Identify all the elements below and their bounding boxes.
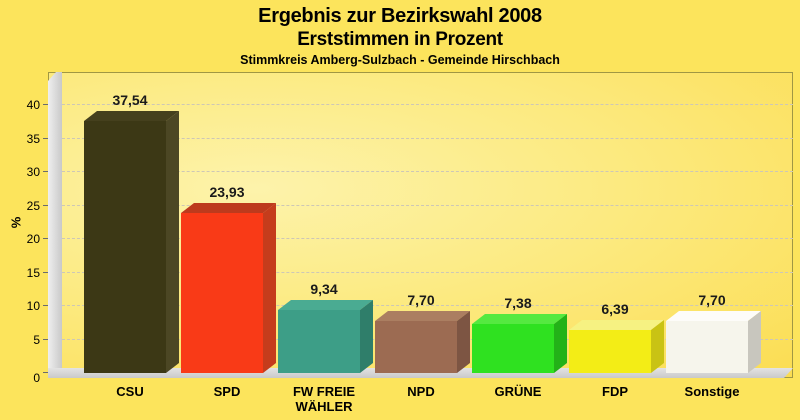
- y-tick-40: [43, 104, 48, 105]
- bar-side-gr-ne: [554, 314, 567, 373]
- y-tick-label-30: 30: [26, 165, 40, 179]
- category-label-fw-freie-w-hler: FW FREIE WÄHLER: [292, 384, 356, 414]
- gridline-30: [62, 171, 793, 172]
- bar-front-spd: [181, 213, 263, 373]
- y-tick-15: [43, 271, 48, 273]
- bar-side-spd: [263, 203, 276, 373]
- gridline-20: [62, 238, 793, 239]
- bar-top-csu: [84, 111, 179, 121]
- category-label-gr-ne: GRÜNE: [494, 384, 542, 399]
- y-tick-30: [43, 171, 48, 172]
- gridline-40: [62, 104, 793, 105]
- bar-value-label-gr-ne: 7,38: [504, 295, 532, 311]
- bar-value-label-fw-freie-w-hler: 9,34: [310, 281, 338, 297]
- gridline-10: [62, 305, 793, 306]
- bar-front-npd: [375, 321, 457, 373]
- bar-value-label-sonstige: 7,70: [698, 292, 726, 308]
- category-label-npd: NPD: [407, 384, 435, 399]
- chart-subtitle: Stimmkreis Amberg-Sulzbach - Gemeinde Hi…: [240, 53, 560, 67]
- y-tick-label-5: 5: [33, 332, 40, 347]
- bar-gr-ne: [472, 314, 567, 373]
- bar-side-fw-freie-w-hler: [360, 300, 373, 373]
- bar-front-fw-freie-w-hler: [278, 310, 360, 373]
- bar-value-label-fdp: 6,39: [601, 301, 629, 317]
- y-tick-label-20: 20: [26, 232, 40, 246]
- bar-front-sonstige: [666, 321, 748, 373]
- bar-spd: [181, 203, 276, 373]
- chart-title-line2: Erststimmen in Prozent: [297, 29, 503, 50]
- bar-front-fdp: [569, 330, 651, 373]
- y-tick-label-10: 10: [26, 299, 40, 313]
- gridline-15: [62, 271, 793, 273]
- bar-top-fw-freie-w-hler: [278, 300, 373, 310]
- bar-side-sonstige: [748, 311, 761, 373]
- y-tick-label-0: 0: [33, 371, 40, 385]
- y-tick-25: [43, 204, 48, 206]
- bar-fdp: [569, 320, 664, 373]
- bar-top-sonstige: [666, 311, 761, 321]
- gridline-25: [62, 204, 793, 206]
- bar-front-csu: [84, 121, 166, 373]
- bar-top-fdp: [569, 320, 664, 330]
- bar-top-gr-ne: [472, 314, 567, 324]
- chart-titles: Ergebnis zur Bezirkswahl 2008 Erststimme…: [0, 4, 800, 68]
- axis-wall-3d: [48, 72, 62, 372]
- bar-fw-freie-w-hler: [278, 300, 373, 373]
- y-tick-35: [43, 137, 48, 139]
- gridline-35: [62, 137, 793, 139]
- category-label-spd: SPD: [213, 384, 241, 399]
- chart-title-line1: Ergebnis zur Bezirkswahl 2008: [258, 5, 542, 27]
- category-label-fdp: FDP: [602, 384, 628, 399]
- bar-value-label-spd: 23,93: [209, 184, 245, 200]
- bar-side-npd: [457, 311, 470, 373]
- category-label-csu: CSU: [116, 384, 144, 399]
- y-tick-20: [43, 238, 48, 239]
- bar-top-spd: [181, 203, 276, 213]
- bar-front-gr-ne: [472, 324, 554, 373]
- category-label-sonstige: Sonstige: [684, 384, 740, 399]
- y-tick-label-40: 40: [26, 98, 40, 112]
- bar-csu: [84, 111, 179, 373]
- y-tick-label-15: 15: [26, 265, 40, 280]
- bar-value-label-npd: 7,70: [407, 292, 435, 308]
- y-tick-label-25: 25: [26, 198, 40, 213]
- y-tick-10: [43, 305, 48, 306]
- bar-value-label-csu: 37,54: [112, 92, 148, 108]
- bar-npd: [375, 311, 470, 373]
- bar-side-fdp: [651, 320, 664, 373]
- bar-top-npd: [375, 311, 470, 321]
- floor-3d: [48, 368, 793, 378]
- y-tick-label-35: 35: [26, 131, 40, 146]
- bar-sonstige: [666, 311, 761, 373]
- bar-side-csu: [166, 111, 179, 373]
- y-tick-5: [43, 338, 48, 340]
- y-tick-0: [43, 372, 48, 373]
